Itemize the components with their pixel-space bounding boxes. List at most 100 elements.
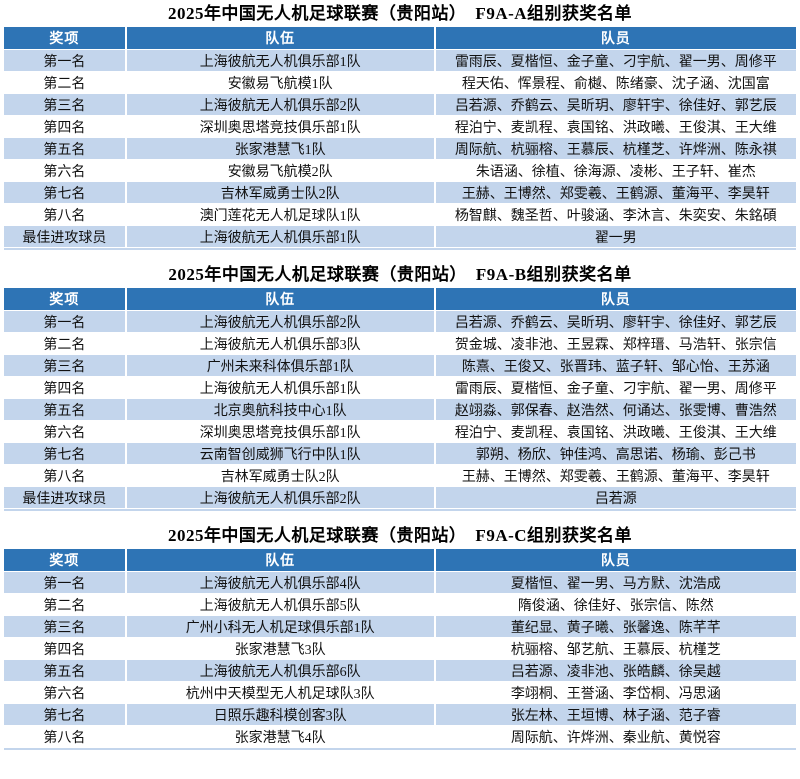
members-cell: 贺金城、凌非池、王昱霖、郑梓瑨、马浩轩、张宗信 [435,333,796,355]
team-cell: 安徽易飞航模2队 [126,160,436,182]
award-cell: 第一名 [4,311,127,333]
award-cell: 第八名 [4,204,127,226]
team-cell: 张家港慧飞3队 [126,638,436,660]
page-title-group-c: 2025年中国无人机足球联赛（贵阳站） F9A-C组别获奖名单 [167,526,633,545]
members-cell: 杨智麒、魏圣哲、叶骏涵、李沐言、朱奕安、朱銘碩 [435,204,796,226]
header-row: 奖项 队伍 队员 [4,27,796,50]
table-row: 第一名 上海彼航无人机俱乐部1队 雷雨辰、夏楷恒、金子童、刁宇航、翟一男、周修平 [4,50,796,72]
table-row: 第七名 日照乐趣科模创客3队 张左林、王垣博、林子涵、范子睿 [4,704,796,726]
table-row: 第四名 张家港慧飞3队 杭骊榕、邹艺航、王慕辰、杭槿芝 [4,638,796,660]
members-cell: 吕若源、凌非池、张皓麟、徐吴越 [435,660,796,682]
members-cell: 张左林、王垣博、林子涵、范子睿 [435,704,796,726]
members-cell: 夏楷恒、翟一男、马方默、沈浩成 [435,572,796,594]
members-cell: 周际航、许烨洲、秦业航、黄悦容 [435,726,796,748]
award-section-group-b: 2025年中国无人机足球联赛（贵阳站） F9A-B组别获奖名单 奖项 队伍 队员 第一… [4,265,796,511]
table-row: 第二名 上海彼航无人机俱乐部3队 贺金城、凌非池、王昱霖、郑梓瑨、马浩轩、张宗信 [4,333,796,355]
table-row: 第一名 上海彼航无人机俱乐部2队 吕若源、乔鹤云、吴昕玥、廖轩宇、徐佳好、郭艺辰 [4,311,796,333]
award-section-group-c: 2025年中国无人机足球联赛（贵阳站） F9A-C组别获奖名单 奖项 队伍 队员 第一… [4,526,796,750]
members-cell: 隋俊涵、徐佳好、张宗信、陈然 [435,594,796,616]
members-cell: 王赫、王博然、郑雯羲、王鹤源、董海平、李昊轩 [435,465,796,487]
award-cell: 第五名 [4,138,127,160]
award-cell: 第三名 [4,94,127,116]
members-cell: 陈熹、王俊又、张晋玮、蓝子轩、邹心怡、王苏涵 [435,355,796,377]
team-cell: 日照乐趣科模创客3队 [126,704,436,726]
column-header: 奖项 [4,27,127,50]
awards-table-group-a: 奖项 队伍 队员 第一名 上海彼航无人机俱乐部1队 雷雨辰、夏楷恒、金子童、刁宇航、翟一男… [4,27,796,250]
table-row: 第二名 上海彼航无人机俱乐部5队 隋俊涵、徐佳好、张宗信、陈然 [4,594,796,616]
table-row: 第三名 广州未来科体俱乐部1队 陈熹、王俊又、张晋玮、蓝子轩、邹心怡、王苏涵 [4,355,796,377]
table-row: 第六名 安徽易飞航模2队 朱语涵、徐植、徐海源、凌彬、王子轩、崔杰 [4,160,796,182]
award-cell: 第六名 [4,160,127,182]
award-cell: 第二名 [4,594,127,616]
table-row: 第五名 张家港慧飞1队 周际航、杭骊榕、王慕辰、杭槿芝、许烨洲、陈永祺 [4,138,796,160]
table-row: 第八名 张家港慧飞4队 周际航、许烨洲、秦业航、黄悦容 [4,726,796,748]
award-cell: 第三名 [4,355,127,377]
team-cell: 上海彼航无人机俱乐部1队 [126,226,436,248]
team-cell: 上海彼航无人机俱乐部2队 [126,487,436,509]
column-header: 队伍 [126,288,436,311]
table-row: 最佳进攻球员 上海彼航无人机俱乐部1队 翟一男 [4,226,796,248]
table-row: 第四名 深圳奥思塔竞技俱乐部1队 程泊宁、麦凯程、袁国铭、洪政曦、王俊淇、王大维 [4,116,796,138]
team-cell: 上海彼航无人机俱乐部6队 [126,660,436,682]
members-cell: 翟一男 [435,226,796,248]
header-row: 奖项 队伍 队员 [4,288,796,311]
column-header: 队员 [435,288,796,311]
table-row: 第二名 安徽易飞航模1队 程天佑、恽景程、俞樾、陈绪豪、沈子涵、沈国富 [4,72,796,94]
team-cell: 上海彼航无人机俱乐部4队 [126,572,436,594]
table-row: 第六名 深圳奥思塔竞技俱乐部1队 程泊宁、麦凯程、袁国铭、洪政曦、王俊淇、王大维 [4,421,796,443]
column-header: 队员 [435,549,796,572]
table-row: 第六名 杭州中天模型无人机足球队3队 李翊桐、王誉涵、李岱桐、冯思涵 [4,682,796,704]
table-row: 第五名 上海彼航无人机俱乐部6队 吕若源、凌非池、张皓麟、徐吴越 [4,660,796,682]
team-cell: 上海彼航无人机俱乐部2队 [126,94,436,116]
team-cell: 北京奥航科技中心1队 [126,399,436,421]
page-title-group-b: 2025年中国无人机足球联赛（贵阳站） F9A-B组别获奖名单 [168,265,632,284]
team-cell: 深圳奥思塔竞技俱乐部1队 [126,116,436,138]
team-cell: 深圳奥思塔竞技俱乐部1队 [126,421,436,443]
members-cell: 赵翊淼、郭保春、赵浩然、何诵达、张雯博、曹浩然 [435,399,796,421]
table-row: 第七名 云南智创威狮飞行中队1队 郭朔、杨欣、钟佳鸿、高思诺、杨瑜、彭己书 [4,443,796,465]
members-cell: 王赫、王博然、郑雯羲、王鹤源、董海平、李昊轩 [435,182,796,204]
team-cell: 安徽易飞航模1队 [126,72,436,94]
table-row: 最佳进攻球员 上海彼航无人机俱乐部2队 吕若源 [4,487,796,509]
team-cell: 广州小科无人机足球俱乐部1队 [126,616,436,638]
column-header: 队员 [435,27,796,50]
awards-page: 2025年中国无人机足球联赛（贵阳站） F9A-A组别获奖名单 奖项 队伍 队员 第一… [4,4,796,750]
table-row: 第八名 澳门莲花无人机足球队1队 杨智麒、魏圣哲、叶骏涵、李沐言、朱奕安、朱銘碩 [4,204,796,226]
team-cell: 杭州中天模型无人机足球队3队 [126,682,436,704]
members-cell: 杭骊榕、邹艺航、王慕辰、杭槿芝 [435,638,796,660]
award-cell: 第八名 [4,726,127,748]
awards-table-group-b: 奖项 队伍 队员 第一名 上海彼航无人机俱乐部2队 吕若源、乔鹤云、吴昕玥、廖轩宇、徐佳好… [4,288,796,511]
team-cell: 张家港慧飞1队 [126,138,436,160]
award-cell: 第五名 [4,660,127,682]
table-row: 第三名 广州小科无人机足球俱乐部1队 董纪显、黄子曦、张馨逸、陈芊芊 [4,616,796,638]
awards-table-group-c: 奖项 队伍 队员 第一名 上海彼航无人机俱乐部4队 夏楷恒、翟一男、马方默、沈浩成 第二名上… [4,549,796,750]
column-header: 队伍 [126,549,436,572]
page-title-group-a: 2025年中国无人机足球联赛（贵阳站） F9A-A组别获奖名单 [167,4,633,23]
column-header: 队伍 [126,27,436,50]
award-cell: 第四名 [4,377,127,399]
members-cell: 李翊桐、王誉涵、李岱桐、冯思涵 [435,682,796,704]
members-cell: 程泊宁、麦凯程、袁国铭、洪政曦、王俊淇、王大维 [435,421,796,443]
table-row: 第五名 北京奥航科技中心1队 赵翊淼、郭保春、赵浩然、何诵达、张雯博、曹浩然 [4,399,796,421]
award-cell: 第一名 [4,50,127,72]
award-cell: 第七名 [4,182,127,204]
team-cell: 广州未来科体俱乐部1队 [126,355,436,377]
members-cell: 吕若源 [435,487,796,509]
table-row: 第八名 吉林军威勇士队2队 王赫、王博然、郑雯羲、王鹤源、董海平、李昊轩 [4,465,796,487]
team-cell: 上海彼航无人机俱乐部2队 [126,311,436,333]
award-cell: 第一名 [4,572,127,594]
award-cell: 第七名 [4,443,127,465]
team-cell: 上海彼航无人机俱乐部1队 [126,50,436,72]
members-cell: 雷雨辰、夏楷恒、金子童、刁宇航、翟一男、周修平 [435,50,796,72]
table-row: 第一名 上海彼航无人机俱乐部4队 夏楷恒、翟一男、马方默、沈浩成 [4,572,796,594]
column-header: 奖项 [4,288,127,311]
table-row: 第七名 吉林军威勇士队2队 王赫、王博然、郑雯羲、王鹤源、董海平、李昊轩 [4,182,796,204]
header-row: 奖项 队伍 队员 [4,549,796,572]
team-cell: 云南智创威狮飞行中队1队 [126,443,436,465]
award-cell: 第五名 [4,399,127,421]
team-cell: 上海彼航无人机俱乐部3队 [126,333,436,355]
team-cell: 上海彼航无人机俱乐部5队 [126,594,436,616]
team-cell: 吉林军威勇士队2队 [126,465,436,487]
award-cell: 第四名 [4,116,127,138]
table-row: 第四名 上海彼航无人机俱乐部1队 雷雨辰、夏楷恒、金子童、刁宇航、翟一男、周修平 [4,377,796,399]
